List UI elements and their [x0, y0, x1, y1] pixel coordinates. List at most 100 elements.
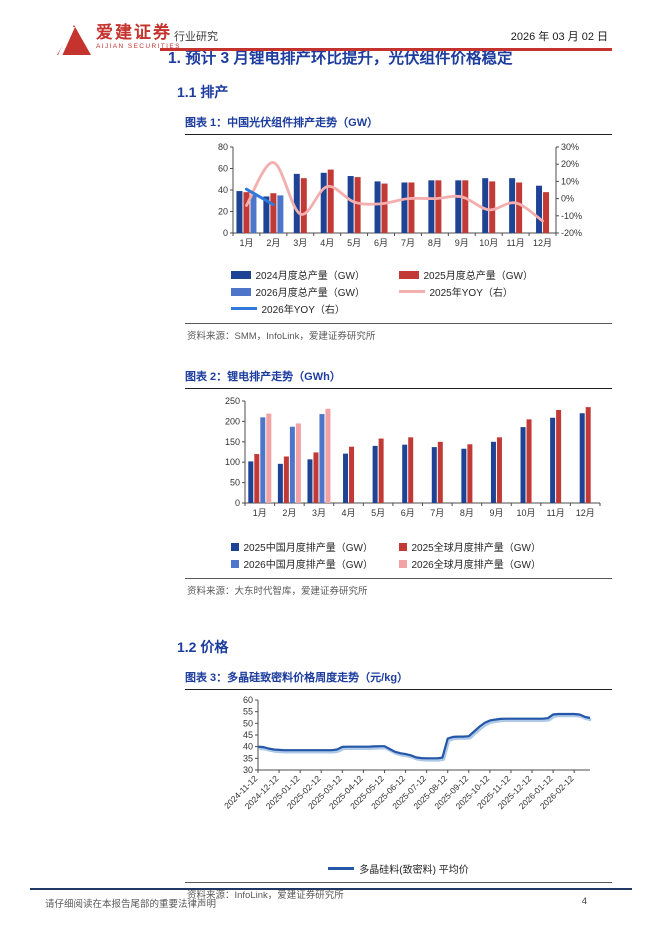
svg-text:1月: 1月	[253, 508, 267, 518]
svg-text:9月: 9月	[455, 238, 469, 248]
svg-text:4月: 4月	[342, 508, 356, 518]
svg-text:7月: 7月	[401, 238, 415, 248]
svg-text:250: 250	[225, 396, 240, 406]
figure-2: 图表 2：锂电排产走势（GWh） 0 50 100 150 200 250 1月 2月 3月 4月…	[185, 368, 612, 599]
svg-text:60: 60	[218, 164, 228, 174]
legend-label: 2026中国月度排产量（GW）	[243, 560, 373, 571]
legend-item: 2025月度总产量（GW）	[398, 267, 567, 282]
legend-item: 2026中国月度排产量（GW）	[230, 556, 399, 571]
svg-text:35: 35	[243, 753, 253, 763]
legend-swatch	[328, 867, 355, 870]
svg-text:8月: 8月	[460, 508, 474, 518]
legend-label: 2025月度总产量（GW）	[423, 271, 533, 282]
svg-text:3月: 3月	[293, 238, 307, 248]
legend-item: 多晶硅料(致密料) 平均价	[328, 861, 469, 876]
legend-swatch	[398, 542, 407, 551]
brand-logo-text: 爱建证券 AIJIAN SECURITIES	[96, 24, 181, 51]
svg-text:45: 45	[243, 730, 253, 740]
subsection-title-jiage: 1.2 价格	[177, 639, 229, 655]
svg-text:8月: 8月	[428, 238, 442, 248]
svg-text:10月: 10月	[479, 238, 498, 248]
legend-label: 2025全球月度排产量（GW）	[411, 543, 541, 554]
svg-text:2月: 2月	[266, 238, 280, 248]
footer-page-number: 4	[581, 896, 587, 907]
figure-3-title: 图表 3：多晶硅致密料价格周度走势（元/kg）	[185, 669, 612, 690]
svg-text:30%: 30%	[561, 142, 579, 152]
legend-item: 2025中国月度排产量（GW）	[230, 539, 399, 554]
svg-text:10%: 10%	[561, 176, 579, 186]
pv-module-production-chart: 0 20 40 60 80 1月 2月 3月 4月 5月 6月 7月 8月 9月 10月 11月 12月 -20%…	[218, 142, 582, 248]
svg-text:5月: 5月	[371, 508, 385, 518]
figure-1: 图表 1：中国光伏组件排产走势（GW） 0 20 40 60 80 1月 2月 3月 4月 5月 6…	[185, 114, 612, 344]
svg-text:60: 60	[243, 695, 253, 705]
legend-label: 2026年YOY（右）	[261, 305, 345, 316]
svg-text:7月: 7月	[430, 508, 444, 518]
figure-2-title: 图表 2：锂电排产走势（GWh）	[185, 368, 612, 389]
legend-item: 2025全球月度排产量（GW）	[398, 539, 567, 554]
page-header: 爱建证券 AIJIAN SECURITIES 行业研究 2026 年 03 月 …	[0, 24, 662, 56]
figure-1-legend: 2024月度总产量（GW） 2025月度总产量（GW） 2026月度总产量（GW） 2…	[230, 266, 567, 317]
legend-item: 2024月度总产量（GW）	[230, 267, 399, 282]
brand-logo: 爱建证券 AIJIAN SECURITIES	[56, 24, 181, 56]
figure-2-legend: 2025中国月度排产量（GW） 2025全球月度排产量（GW） 2026中国月度排产…	[230, 538, 567, 572]
page-footer: 请仔细阅读在本报告尾部的重要法律声明 4	[30, 888, 632, 910]
legend-label: 2025年YOY（右）	[429, 288, 513, 299]
figure-3-chart: 30 35 40 45 50 55 60 2024-11-12 2024-12-12 2025-0…	[185, 690, 612, 876]
svg-text:150: 150	[225, 437, 240, 447]
svg-text:40: 40	[243, 742, 253, 752]
svg-text:6月: 6月	[374, 238, 388, 248]
legend-label: 多晶硅料(致密料) 平均价	[359, 865, 469, 876]
svg-text:20%: 20%	[561, 159, 579, 169]
svg-text:0: 0	[223, 228, 228, 238]
legend-label: 2026全球月度排产量（GW）	[411, 560, 541, 571]
brand-name-en: AIJIAN SECURITIES	[96, 43, 181, 50]
svg-text:12月: 12月	[576, 508, 595, 518]
svg-text:50: 50	[230, 478, 240, 488]
polysilicon-price-chart: 303540455055602024-11-122024-12-122025-0…	[222, 695, 592, 811]
legend-item: 2026年YOY（右）	[230, 301, 399, 316]
legend-swatch	[230, 307, 257, 310]
svg-text:50: 50	[243, 718, 253, 728]
figure-3-source: 资料来源：InfoLink，爱建证券研究所	[185, 882, 612, 903]
svg-text:200: 200	[225, 416, 240, 426]
legend-label: 2026月度总产量（GW）	[255, 288, 365, 299]
footer-disclaimer: 请仔细阅读在本报告尾部的重要法律声明	[45, 899, 217, 910]
svg-text:12月: 12月	[533, 238, 552, 248]
legend-swatch	[398, 270, 419, 279]
svg-text:3月: 3月	[312, 508, 326, 518]
legend-swatch	[230, 270, 251, 279]
figure-2-chart: 0 50 100 150 200 250 1月 2月 3月 4月 5月 6月 7月 8月 9月 10月 11月 1…	[185, 389, 612, 572]
report-category-label: 行业研究	[174, 31, 218, 43]
svg-text:30: 30	[243, 765, 253, 775]
svg-text:4月: 4月	[320, 238, 334, 248]
legend-swatch	[230, 559, 239, 568]
svg-text:11月: 11月	[546, 508, 564, 518]
legend-label: 2024月度总产量（GW）	[255, 271, 365, 282]
legend-label: 2025中国月度排产量（GW）	[243, 543, 373, 554]
legend-swatch	[230, 542, 239, 551]
svg-text:40: 40	[218, 185, 228, 195]
svg-text:80: 80	[218, 142, 228, 152]
subsection-title-paichan: 1.1 排产	[177, 84, 229, 100]
legend-swatch	[398, 290, 425, 293]
svg-text:6月: 6月	[401, 508, 415, 518]
legend-swatch	[398, 559, 407, 568]
svg-text:20: 20	[218, 207, 228, 217]
brand-logo-icon	[57, 25, 91, 56]
svg-text:-20%: -20%	[561, 228, 582, 238]
legend-item: 2026月度总产量（GW）	[230, 284, 399, 299]
svg-text:10月: 10月	[517, 508, 536, 518]
svg-text:-10%: -10%	[561, 211, 582, 221]
svg-text:11月: 11月	[506, 238, 524, 248]
battery-production-chart: 0 50 100 150 200 250 1月 2月 3月 4月 5月 6月 7月 8月 9月 10月 11月 1…	[225, 396, 601, 518]
svg-text:2月: 2月	[282, 508, 296, 518]
svg-text:5月: 5月	[347, 238, 361, 248]
svg-text:0%: 0%	[561, 194, 574, 204]
svg-text:55: 55	[243, 707, 253, 717]
svg-text:100: 100	[225, 457, 240, 467]
figure-3-legend: 多晶硅料(致密料) 平均价	[185, 861, 612, 876]
report-date: 2026 年 03 月 02 日	[510, 31, 608, 43]
legend-swatch	[230, 287, 251, 296]
svg-text:1月: 1月	[239, 238, 253, 248]
